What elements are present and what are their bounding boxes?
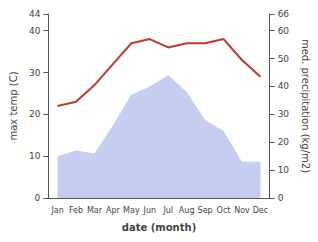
svg-text:50: 50 xyxy=(278,54,290,64)
svg-text:10: 10 xyxy=(278,165,290,175)
svg-text:Sep: Sep xyxy=(198,206,213,215)
svg-text:Dec: Dec xyxy=(253,206,268,215)
svg-text:60: 60 xyxy=(278,26,290,36)
svg-text:Jul: Jul xyxy=(162,206,173,215)
svg-text:20: 20 xyxy=(278,137,290,147)
svg-text:Jun: Jun xyxy=(143,206,157,215)
svg-text:May: May xyxy=(123,206,140,215)
svg-text:Aug: Aug xyxy=(179,206,195,215)
svg-text:max temp (C): max temp (C) xyxy=(8,71,19,140)
svg-text:med. precipitation (kg/m2): med. precipitation (kg/m2) xyxy=(300,39,311,173)
svg-text:0: 0 xyxy=(35,193,41,203)
svg-text:20: 20 xyxy=(29,109,41,119)
svg-text:66: 66 xyxy=(278,9,290,19)
svg-text:30: 30 xyxy=(278,109,290,119)
svg-text:40: 40 xyxy=(278,81,290,91)
svg-text:30: 30 xyxy=(29,68,41,78)
svg-text:Jan: Jan xyxy=(50,206,63,215)
svg-text:Apr: Apr xyxy=(106,206,121,215)
svg-text:40: 40 xyxy=(29,26,41,36)
svg-text:10: 10 xyxy=(29,151,41,161)
svg-text:0: 0 xyxy=(278,193,284,203)
svg-text:Oct: Oct xyxy=(217,206,231,215)
svg-text:Mar: Mar xyxy=(87,206,103,215)
svg-text:Feb: Feb xyxy=(69,206,83,215)
svg-text:44: 44 xyxy=(29,9,41,19)
svg-text:Nov: Nov xyxy=(234,206,250,215)
svg-text:date (month): date (month) xyxy=(122,222,196,233)
